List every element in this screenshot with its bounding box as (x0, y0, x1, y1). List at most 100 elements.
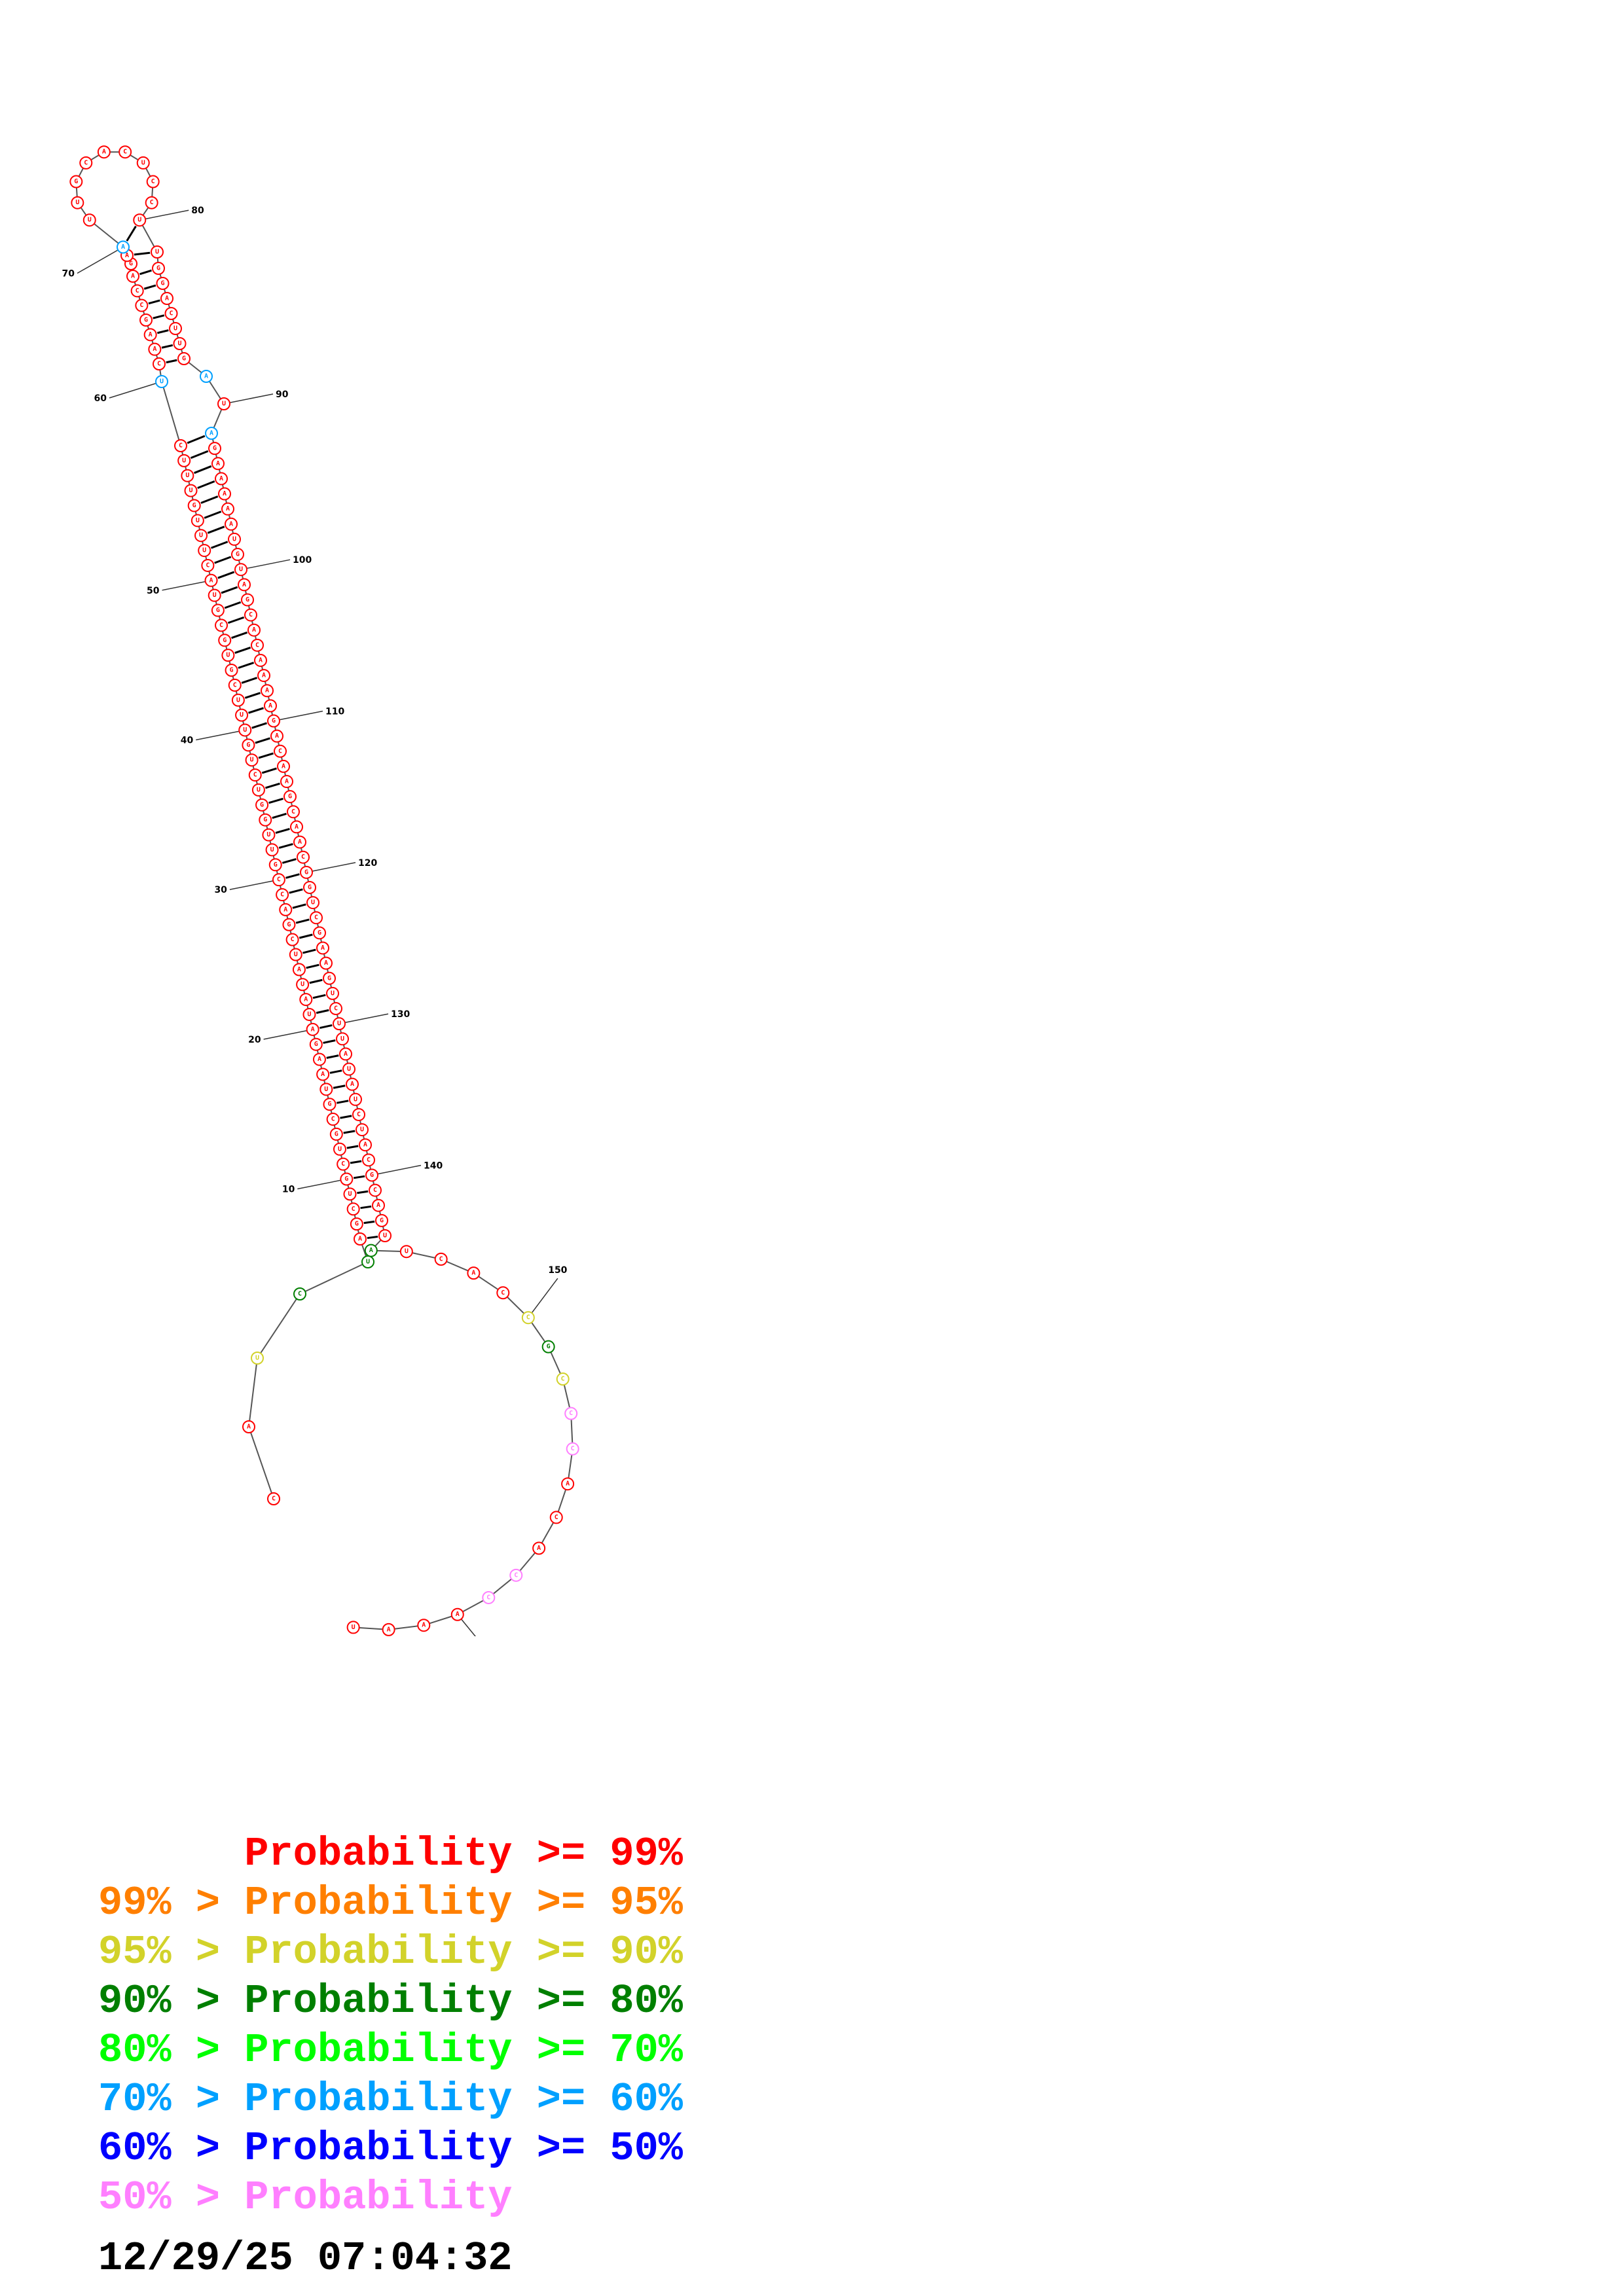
nucleotide-base: C (501, 1289, 505, 1297)
nucleotide-circle (238, 723, 252, 737)
nucleotide: G (241, 593, 254, 607)
base-pair-bond (166, 359, 177, 364)
nucleotide-base: G (230, 667, 234, 674)
nucleotide-base: C (278, 747, 282, 755)
nucleotide-circle (247, 623, 261, 637)
base-pair-bond (153, 314, 165, 319)
nucleotide: U (302, 1007, 316, 1021)
nucleotide-circle (549, 1511, 563, 1524)
nucleotide-circle (235, 708, 249, 722)
nucleotide-circle (346, 1077, 359, 1091)
nucleotide: G (267, 714, 280, 728)
legend-row: 99% > Probability >= 95% (98, 1878, 683, 1928)
nucleotide-circle (221, 649, 235, 662)
nucleotide-circle (155, 375, 168, 388)
nucleotide-circle (82, 213, 96, 227)
nucleotide-circle (340, 1172, 354, 1186)
nucleotide-base: U (366, 1259, 370, 1266)
nucleotide: C (130, 284, 144, 298)
nucleotide-circle (287, 805, 300, 819)
nucleotide-circle (276, 888, 289, 902)
nucleotide-circle (211, 457, 225, 471)
nucleotide-circle (285, 933, 299, 946)
nucleotide-circle (255, 798, 269, 812)
nucleotide-base: G (156, 265, 160, 272)
position-label: 120 (358, 858, 377, 869)
nucleotide: U (184, 484, 198, 497)
nucleotide: C (228, 678, 242, 692)
nucleotide-base: A (311, 1026, 315, 1033)
nucleotide-circle (251, 1352, 264, 1365)
nucleotide-circle (336, 1032, 349, 1046)
nucleotide: U (361, 1255, 374, 1268)
nucleotide: C (215, 619, 228, 632)
nucleotide-base: C (272, 1496, 276, 1503)
nucleotide: A (382, 1623, 395, 1636)
nucleotide-base: A (268, 702, 272, 709)
nucleotide-circle (218, 634, 232, 647)
base-pair-bond (306, 963, 319, 969)
nucleotide-circle (265, 843, 279, 857)
position-label: 50 (147, 586, 160, 596)
nucleotide-base: U (311, 899, 315, 906)
base-pair-bond (241, 677, 258, 684)
nucleotide: A (225, 517, 238, 531)
nucleotide: A (346, 1077, 359, 1091)
nucleotide-base: C (314, 914, 318, 922)
nucleotide: U (296, 978, 310, 992)
nucleotide-circle (293, 1287, 306, 1300)
nucleotide-base: A (131, 273, 135, 280)
nucleotide-circle (204, 573, 218, 587)
nucleotide: G (242, 738, 255, 752)
nucleotide-circle (282, 918, 296, 931)
nucleotide: U (217, 397, 230, 410)
nucleotide-base: A (566, 1480, 570, 1488)
nucleotide: G (340, 1172, 354, 1186)
nucleotide: U (245, 753, 259, 767)
nucleotide-circle (349, 1092, 362, 1106)
nucleotide-circle (231, 548, 244, 562)
nucleotide: C (164, 307, 178, 320)
nucleotide: U (326, 986, 339, 1000)
nucleotide-circle (303, 880, 316, 894)
position-tick (77, 246, 124, 274)
nucleotide: G (139, 314, 153, 327)
nucleotide: A (417, 1619, 431, 1632)
nucleotide-circle (343, 1187, 357, 1201)
nucleotide-circle (145, 196, 158, 209)
nucleotide: A (316, 941, 329, 955)
nucleotide: A (270, 729, 283, 743)
nucleotide-circle (564, 1407, 578, 1420)
base-pair-bond (214, 556, 232, 564)
nucleotide-base: A (265, 687, 269, 694)
nucleotide-base: U (354, 1096, 357, 1103)
nucleotide-base: U (266, 831, 270, 838)
base-pair-bond (234, 646, 251, 655)
nucleotide-circle (245, 753, 259, 767)
nucleotide-circle (297, 850, 310, 864)
nucleotide-circle (346, 1202, 360, 1216)
nucleotide: A (215, 472, 228, 486)
position-tick (162, 580, 211, 591)
nucleotide: C (362, 1153, 375, 1167)
nucleotide: U (235, 708, 249, 722)
base-pair-bond (227, 616, 245, 624)
base-pair-bond (261, 767, 277, 774)
nucleotide-circle (143, 328, 157, 342)
nucleotide-base: C (331, 1116, 335, 1123)
legend-label: Probability (244, 2027, 513, 2073)
nucleotide-base: A (165, 295, 169, 302)
legend-row: 95% > Probability >= 90% (98, 1928, 683, 1977)
nucleotide-base: G (380, 1217, 384, 1224)
nucleotide-base: C (255, 641, 259, 649)
nucleotide: U (169, 322, 182, 335)
nucleotide-circle (521, 1311, 535, 1325)
nucleotide: A (279, 903, 293, 916)
nucleotide: G (187, 499, 201, 512)
nucleotide: G (231, 548, 244, 562)
base-pair-bond (143, 284, 156, 290)
nucleotide-circle (173, 337, 187, 350)
nucleotide: G (69, 175, 83, 188)
nucleotide-base: G (246, 596, 249, 603)
position-tick (371, 1164, 422, 1176)
